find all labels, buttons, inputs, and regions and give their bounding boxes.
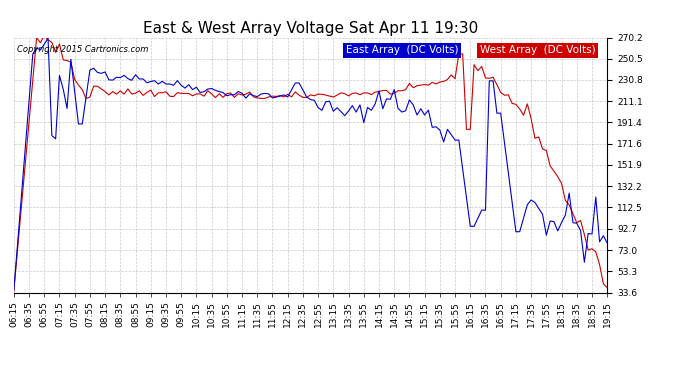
Text: West Array  (DC Volts): West Array (DC Volts) [480,45,595,55]
Text: Copyright 2015 Cartronics.com: Copyright 2015 Cartronics.com [17,45,148,54]
Title: East & West Array Voltage Sat Apr 11 19:30: East & West Array Voltage Sat Apr 11 19:… [143,21,478,36]
Text: East Array  (DC Volts): East Array (DC Volts) [346,45,459,55]
